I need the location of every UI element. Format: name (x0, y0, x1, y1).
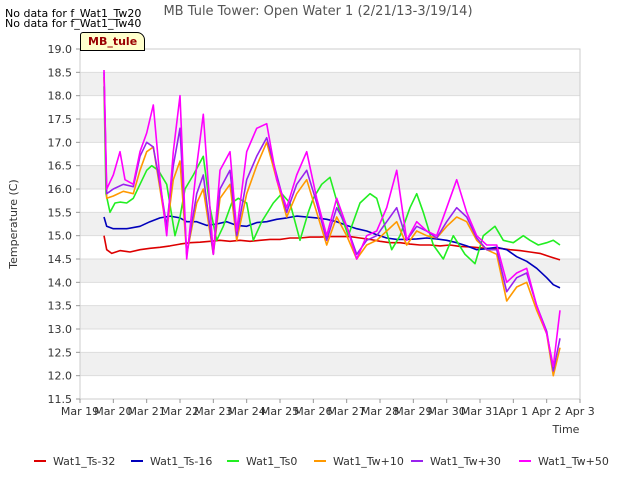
x-axis-label: Time (552, 423, 580, 436)
x-tick-label: Mar 27 (328, 405, 366, 418)
y-tick-label: 18.0 (48, 90, 73, 103)
chart-legend: Wat1_Ts-32 Wat1_Ts-16 Wat1_Ts0 Wat1_Tw+10 Wa… (0, 452, 640, 470)
plot-frame (79, 48, 581, 400)
legend-swatch (314, 460, 326, 462)
legend-item: Wat1_Tw+50 (519, 452, 609, 470)
legend-label: Wat1_Ts-32 (53, 454, 116, 468)
legend-swatch (519, 460, 531, 462)
x-tick-label: Mar 24 (228, 405, 266, 418)
series-line-Wat1_Ts-16 (103, 215, 561, 289)
no-data-note: No data for f_Wat1_Tw20 (5, 7, 142, 20)
grid-band (80, 259, 580, 283)
x-tick-label: Mar 30 (428, 405, 466, 418)
y-tick-label: 15.0 (48, 230, 73, 243)
chart-title: MB Tule Tower: Open Water 1 (2/21/13-3/1… (163, 4, 472, 19)
x-tick-label: Mar 29 (394, 405, 432, 418)
y-tick-label: 12.0 (48, 370, 73, 383)
legend-swatch (411, 460, 423, 462)
y-tick-label: 17.5 (48, 113, 73, 126)
x-tick-label: Apr 2 (532, 405, 562, 418)
y-tick-label: 16.5 (48, 160, 73, 173)
legend-label: Wat1_Ts-16 (150, 454, 213, 468)
site-label-tag: MB_tule (80, 32, 146, 51)
legend-item: Wat1_Tw+10 (314, 452, 404, 470)
y-tick-label: 13.0 (48, 323, 73, 336)
x-tick-label: Mar 20 (94, 405, 132, 418)
x-tick-label: Mar 31 (461, 405, 499, 418)
no-data-note: No data for f_Wat1_Tw40 (5, 17, 142, 30)
y-tick-label: 14.0 (48, 276, 73, 289)
y-tick-label: 11.5 (48, 393, 73, 406)
y-tick-label: 12.5 (48, 346, 73, 359)
x-tick-label: Mar 19 (61, 405, 99, 418)
legend-item: Wat1_Ts-16 (131, 452, 212, 470)
legend-swatch (131, 460, 143, 462)
y-tick-label: 13.5 (48, 300, 73, 313)
x-tick-label: Apr 3 (565, 405, 595, 418)
x-tick-label: Apr 1 (499, 405, 529, 418)
y-tick-label: 15.5 (48, 206, 73, 219)
legend-item: Wat1_Ts-32 (34, 452, 115, 470)
y-axis-label: Temperature (C) (7, 179, 20, 269)
y-tick-label: 18.5 (48, 66, 73, 79)
x-tick-label: Mar 26 (294, 405, 332, 418)
legend-label: Wat1_Tw+50 (538, 454, 609, 468)
x-tick-label: Mar 23 (194, 405, 232, 418)
y-tick-label: 14.5 (48, 253, 73, 266)
x-tick-label: Mar 21 (128, 405, 166, 418)
legend-label: Wat1_Tw+10 (333, 454, 404, 468)
legend-label: Wat1_Ts0 (246, 454, 298, 468)
y-tick-label: 17.0 (48, 136, 73, 149)
x-tick-label: Mar 28 (361, 405, 399, 418)
y-tick-label: 16.0 (48, 183, 73, 196)
legend-swatch (227, 460, 239, 462)
legend-item: Wat1_Tw+30 (411, 452, 501, 470)
x-tick-label: Mar 25 (261, 405, 299, 418)
legend-item: Wat1_Ts0 (227, 452, 297, 470)
grid-band (80, 305, 580, 329)
legend-label: Wat1_Tw+30 (430, 454, 501, 468)
y-tick-label: 19.0 (48, 43, 73, 56)
legend-swatch (34, 460, 46, 462)
series-line-Wat1_Tw+50 (103, 69, 561, 368)
grid-band (80, 352, 580, 376)
grid-band (80, 72, 580, 96)
x-tick-label: Mar 22 (161, 405, 199, 418)
